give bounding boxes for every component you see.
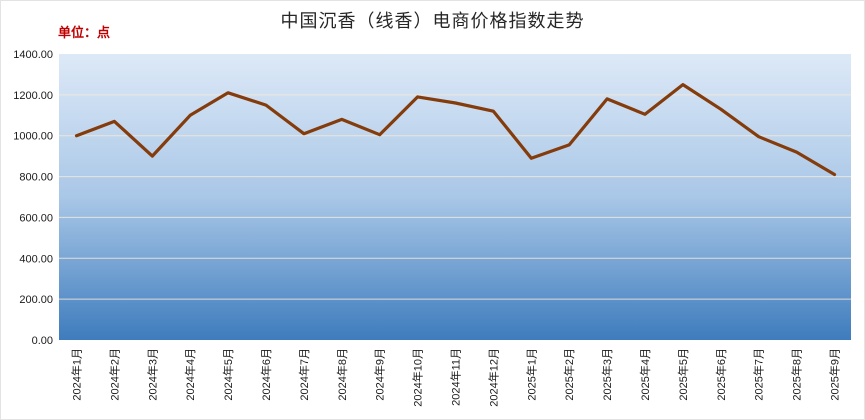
x-axis-tick-label: 2024年4月	[183, 348, 197, 401]
x-axis-tick-label: 2024年5月	[221, 348, 235, 401]
x-axis-tick-label: 2024年8月	[335, 348, 349, 401]
x-axis-tick-label: 2025年2月	[562, 348, 576, 401]
x-axis-tick-label: 2024年2月	[107, 348, 121, 401]
x-axis-tick-label: 2024年12月	[486, 348, 500, 407]
x-axis-tick-label: 2025年8月	[790, 348, 804, 401]
x-axis-tick-label: 2025年6月	[714, 348, 728, 401]
y-axis-tick-label: 800.00	[19, 172, 53, 184]
x-axis-tick-label: 2024年9月	[373, 348, 387, 401]
x-axis-tick-label: 2024年1月	[70, 348, 84, 401]
x-axis-tick-label: 2025年5月	[676, 348, 690, 401]
x-axis-tick-label: 2025年3月	[600, 348, 614, 401]
y-axis-tick-label: 200.00	[19, 294, 53, 306]
y-axis-tick-label: 1000.00	[13, 131, 53, 143]
y-axis-tick-label: 400.00	[19, 253, 53, 265]
y-axis-tick-label: 600.00	[19, 212, 53, 224]
x-axis-tick-label: 2024年6月	[259, 348, 273, 401]
x-axis-tick-label: 2024年11月	[449, 348, 463, 406]
price-line-series	[74, 82, 837, 177]
x-axis-tick-label: 2025年9月	[828, 348, 842, 401]
y-axis-tick-label: 1400.00	[13, 49, 53, 61]
x-axis-tick-label: 2025年1月	[524, 348, 538, 401]
unit-label: 单位：点	[58, 25, 111, 40]
x-axis-tick-label: 2025年7月	[752, 348, 766, 401]
x-axis-tick-label: 2024年3月	[145, 348, 159, 401]
chart-title: 中国沉香（线香）电商价格指数走势	[280, 11, 585, 31]
plot-background	[59, 54, 851, 340]
x-axis-tick-label: 2025年4月	[638, 348, 652, 401]
y-axis-tick-label: 0.00	[32, 335, 53, 347]
x-axis-tick-label: 2024年7月	[297, 348, 311, 401]
y-axis-tick-label: 1200.00	[13, 90, 53, 102]
x-axis-tick-label: 2024年10月	[411, 348, 425, 407]
